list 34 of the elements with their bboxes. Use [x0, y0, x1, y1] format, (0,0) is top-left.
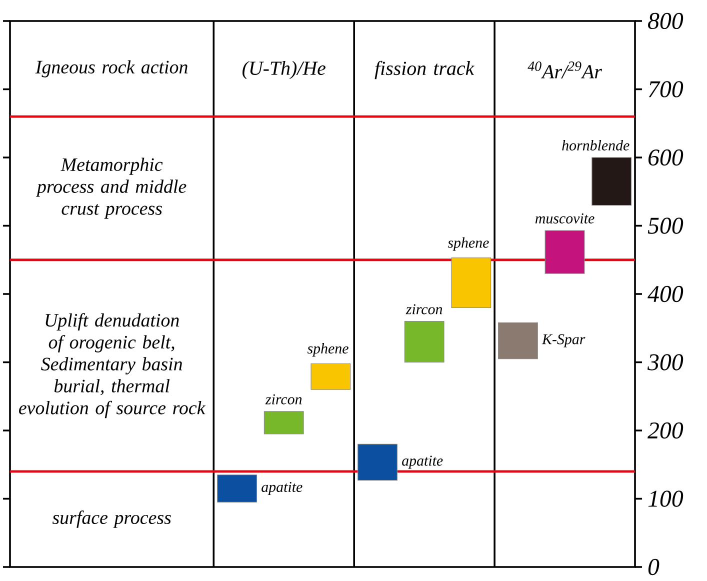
y-tick-label: 400	[648, 286, 684, 302]
bar	[592, 157, 632, 206]
text: Uplift denudation of orogenic belt, Sedimentary basin burial, thermal evolution of source rock	[19, 313, 206, 418]
bar	[544, 230, 585, 274]
bar	[498, 322, 538, 360]
y-tick-label: 100	[648, 490, 684, 507]
y-tick-label: 500	[648, 218, 684, 234]
y-tick-label: 600	[648, 149, 684, 166]
x-tick-label: fission track	[374, 60, 474, 80]
y-tick-label: 300	[647, 354, 684, 370]
text: Igneous rock action	[35, 60, 188, 78]
bar	[451, 258, 492, 308]
series-label: hornblende	[562, 140, 630, 150]
x-tick-label: $^{40}$Ar/$^{29}$Ar	[528, 62, 602, 78]
y-tick-label: 800	[648, 12, 684, 30]
bar	[310, 363, 351, 390]
series-label: sphene	[307, 343, 348, 357]
text: sphene	[448, 237, 489, 251]
text: apatite	[402, 456, 443, 469]
y-tick-label: 0	[648, 558, 660, 576]
y-tick-label: 700	[648, 81, 684, 98]
bar	[404, 320, 444, 363]
series-label: apatite	[262, 482, 302, 496]
series-label: K-Spar	[542, 334, 586, 348]
text: zircon	[406, 304, 442, 314]
text: Metamorphic process and middle crust process	[36, 158, 186, 219]
y-tick-label: 200	[648, 422, 684, 439]
series-label: zircon	[265, 394, 302, 404]
text: surface process	[52, 510, 171, 528]
x-tick-label: (U-Th)/He	[242, 60, 326, 80]
bar	[264, 411, 304, 434]
bar	[217, 474, 258, 502]
bar	[358, 444, 398, 481]
series-label: muscovite	[535, 213, 594, 224]
